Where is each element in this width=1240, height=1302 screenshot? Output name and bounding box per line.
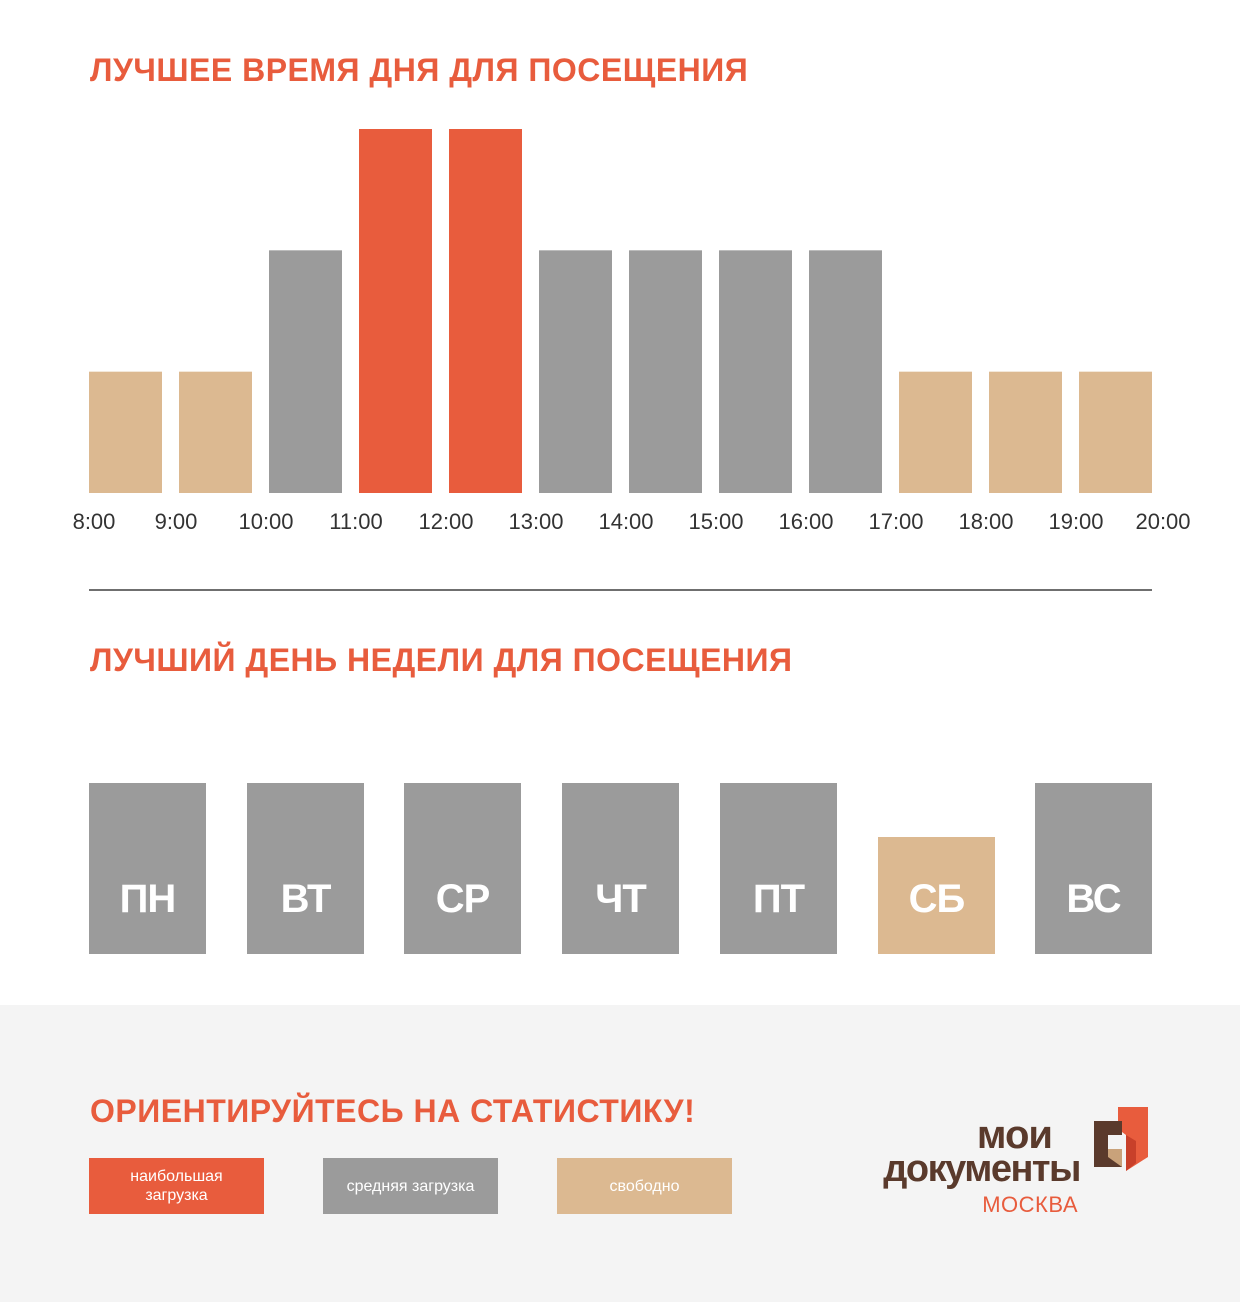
day-bar: ВС [1035,783,1152,954]
day-label: СР [435,877,491,921]
time-bar [899,371,972,493]
day-bar: СР [404,783,521,954]
day-bar: ПН [89,783,206,954]
footer-title: ОРИЕНТИРУЙТЕСЬ НА СТАТИСТИКУ! [90,1093,696,1129]
day-bar: ЧТ [562,783,679,954]
logo-text-line2: документы [883,1148,1081,1190]
time-bar [989,371,1062,493]
time-tick-label: 18:00 [958,509,1013,534]
time-tick-label: 12:00 [418,509,473,534]
time-tick-label: 13:00 [508,509,563,534]
day-label: СБ [908,877,966,921]
time-tick-label: 11:00 [329,509,382,534]
time-tick-label: 9:00 [155,509,198,534]
day-label: ВС [1066,877,1121,921]
day-bar: СБ [878,837,995,954]
time-bar [179,371,252,493]
legend-medium: средняя загрузка [323,1158,498,1214]
logo-text-line1: мои [976,1113,1053,1157]
logo-mark-icon [1094,1107,1148,1171]
section-divider [89,589,1152,591]
day-label: ПТ [752,877,805,921]
chart-title-week: ЛУЧШИЙ ДЕНЬ НЕДЕЛИ ДЛЯ ПОСЕЩЕНИЯ [90,642,793,678]
legend-busy: наибольшая загрузка [89,1158,264,1214]
time-bar [269,250,342,493]
time-tick-label: 10:00 [238,509,293,534]
time-bar [359,129,432,493]
chart-title-time: ЛУЧШЕЕ ВРЕМЯ ДНЯ ДЛЯ ПОСЕЩЕНИЯ [90,52,749,88]
day-label: ПН [119,877,177,921]
day-of-week-chart: ПН ВТ СР ЧТ ПТ СБ ВС [89,783,1152,954]
time-tick-label: 8:00 [73,509,116,534]
time-bar [539,250,612,493]
day-bar: ВТ [247,783,364,954]
logo-city: МОСКВА [982,1192,1078,1217]
footer: ОРИЕНТИРУЙТЕСЬ НА СТАТИСТИКУ! наибольшая… [0,1005,1240,1302]
time-bar [449,129,522,493]
legend-free: свободно [557,1158,732,1214]
time-tick-label: 19:00 [1048,509,1103,534]
time-bar [629,250,702,493]
day-bar: ПТ [720,783,837,954]
time-tick-label: 17:00 [868,509,923,534]
time-of-day-chart: 8:00 9:00 10:00 11:00 12:00 13:00 14:00 15:00 16… [73,129,1191,534]
time-tick-label: 20:00 [1135,509,1190,534]
time-bar [1079,371,1152,493]
time-tick-label: 15:00 [688,509,743,534]
day-label: ЧТ [595,877,647,921]
time-bar [809,250,882,493]
day-label: ВТ [280,877,332,921]
time-bar [719,250,792,493]
time-tick-label: 16:00 [778,509,833,534]
time-bar [89,371,162,493]
logo: мои документы МОСКВА [868,1101,1188,1231]
time-tick-label: 14:00 [598,509,653,534]
